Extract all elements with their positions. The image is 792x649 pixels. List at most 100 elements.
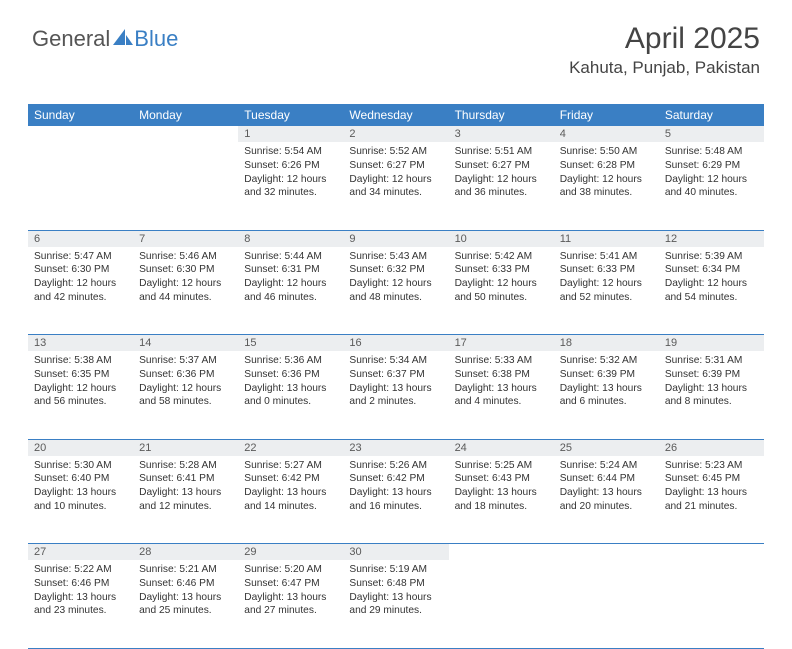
day-number-cell: 11 <box>554 230 659 247</box>
day-day2-line: and 23 minutes. <box>34 604 127 618</box>
day-cell: Sunrise: 5:38 AMSunset: 6:35 PMDaylight:… <box>28 351 133 439</box>
day-day2-line: and 10 minutes. <box>34 500 127 514</box>
day-day1-line: Daylight: 12 hours <box>665 277 758 291</box>
day-day2-line: and 50 minutes. <box>455 291 548 305</box>
logo: General Blue <box>32 26 178 52</box>
day-day2-line: and 0 minutes. <box>244 395 337 409</box>
day-day1-line: Daylight: 12 hours <box>455 173 548 187</box>
day-sunset-line: Sunset: 6:44 PM <box>560 472 653 486</box>
day-cell-body: Sunrise: 5:24 AMSunset: 6:44 PMDaylight:… <box>554 456 659 526</box>
day-cell: Sunrise: 5:27 AMSunset: 6:42 PMDaylight:… <box>238 456 343 544</box>
month-title: April 2025 <box>569 22 760 56</box>
day-sunrise-line: Sunrise: 5:30 AM <box>34 459 127 473</box>
day-cell: Sunrise: 5:39 AMSunset: 6:34 PMDaylight:… <box>659 247 764 335</box>
day-cell: Sunrise: 5:25 AMSunset: 6:43 PMDaylight:… <box>449 456 554 544</box>
day-number: 5 <box>665 128 671 140</box>
day-day2-line: and 40 minutes. <box>665 186 758 200</box>
day-day2-line: and 21 minutes. <box>665 500 758 514</box>
day-cell-body: Sunrise: 5:37 AMSunset: 6:36 PMDaylight:… <box>133 351 238 421</box>
day-number: 10 <box>455 233 467 245</box>
day-content-row: Sunrise: 5:38 AMSunset: 6:35 PMDaylight:… <box>28 351 764 439</box>
day-number-cell <box>28 126 133 142</box>
day-number: 8 <box>244 233 250 245</box>
day-cell-body: Sunrise: 5:30 AMSunset: 6:40 PMDaylight:… <box>28 456 133 526</box>
weekday-header: Saturday <box>659 104 764 126</box>
weekday-header: Wednesday <box>343 104 448 126</box>
day-sunrise-line: Sunrise: 5:31 AM <box>665 354 758 368</box>
day-number: 17 <box>455 337 467 349</box>
day-number-row: 27282930 <box>28 544 764 561</box>
day-sunrise-line: Sunrise: 5:54 AM <box>244 145 337 159</box>
day-number-cell: 4 <box>554 126 659 142</box>
day-sunrise-line: Sunrise: 5:33 AM <box>455 354 548 368</box>
day-day2-line: and 20 minutes. <box>560 500 653 514</box>
day-sunset-line: Sunset: 6:39 PM <box>560 368 653 382</box>
day-cell-body: Sunrise: 5:22 AMSunset: 6:46 PMDaylight:… <box>28 560 133 630</box>
day-sunrise-line: Sunrise: 5:20 AM <box>244 563 337 577</box>
day-number-cell: 3 <box>449 126 554 142</box>
day-sunrise-line: Sunrise: 5:28 AM <box>139 459 232 473</box>
day-number: 13 <box>34 337 46 349</box>
day-cell: Sunrise: 5:24 AMSunset: 6:44 PMDaylight:… <box>554 456 659 544</box>
day-cell-body: Sunrise: 5:33 AMSunset: 6:38 PMDaylight:… <box>449 351 554 421</box>
day-content-row: Sunrise: 5:47 AMSunset: 6:30 PMDaylight:… <box>28 247 764 335</box>
day-cell-body: Sunrise: 5:50 AMSunset: 6:28 PMDaylight:… <box>554 142 659 212</box>
day-number-cell: 13 <box>28 335 133 352</box>
day-day1-line: Daylight: 12 hours <box>34 382 127 396</box>
day-number: 11 <box>560 233 571 245</box>
day-number-cell: 2 <box>343 126 448 142</box>
day-number: 25 <box>560 442 572 454</box>
day-sunrise-line: Sunrise: 5:37 AM <box>139 354 232 368</box>
day-sunset-line: Sunset: 6:33 PM <box>560 263 653 277</box>
day-day1-line: Daylight: 13 hours <box>139 591 232 605</box>
day-number: 12 <box>665 233 677 245</box>
day-number-cell: 1 <box>238 126 343 142</box>
day-cell-body: Sunrise: 5:48 AMSunset: 6:29 PMDaylight:… <box>659 142 764 212</box>
day-cell-body: Sunrise: 5:21 AMSunset: 6:46 PMDaylight:… <box>133 560 238 630</box>
day-sunrise-line: Sunrise: 5:19 AM <box>349 563 442 577</box>
day-sunset-line: Sunset: 6:28 PM <box>560 159 653 173</box>
location: Kahuta, Punjab, Pakistan <box>569 58 760 78</box>
day-day2-line: and 36 minutes. <box>455 186 548 200</box>
day-number-row: 6789101112 <box>28 230 764 247</box>
day-day2-line: and 42 minutes. <box>34 291 127 305</box>
day-cell-body: Sunrise: 5:51 AMSunset: 6:27 PMDaylight:… <box>449 142 554 212</box>
day-cell: Sunrise: 5:47 AMSunset: 6:30 PMDaylight:… <box>28 247 133 335</box>
day-day1-line: Daylight: 12 hours <box>244 277 337 291</box>
day-number-cell: 27 <box>28 544 133 561</box>
day-number-cell: 18 <box>554 335 659 352</box>
day-day2-line: and 38 minutes. <box>560 186 653 200</box>
day-day2-line: and 12 minutes. <box>139 500 232 514</box>
day-cell: Sunrise: 5:28 AMSunset: 6:41 PMDaylight:… <box>133 456 238 544</box>
day-number: 22 <box>244 442 256 454</box>
day-cell-body <box>659 560 764 630</box>
day-day1-line: Daylight: 13 hours <box>244 382 337 396</box>
day-cell-body <box>449 560 554 630</box>
day-sunset-line: Sunset: 6:46 PM <box>34 577 127 591</box>
day-number-cell: 8 <box>238 230 343 247</box>
day-cell: Sunrise: 5:50 AMSunset: 6:28 PMDaylight:… <box>554 142 659 230</box>
day-day1-line: Daylight: 13 hours <box>560 382 653 396</box>
day-cell: Sunrise: 5:52 AMSunset: 6:27 PMDaylight:… <box>343 142 448 230</box>
day-sunrise-line: Sunrise: 5:51 AM <box>455 145 548 159</box>
day-cell: Sunrise: 5:46 AMSunset: 6:30 PMDaylight:… <box>133 247 238 335</box>
day-content-row: Sunrise: 5:54 AMSunset: 6:26 PM Daylight:… <box>28 142 764 230</box>
day-day2-line: and 44 minutes. <box>139 291 232 305</box>
day-sunrise-line: Sunrise: 5:21 AM <box>139 563 232 577</box>
day-sunrise-line: Sunrise: 5:32 AM <box>560 354 653 368</box>
day-number-cell: 12 <box>659 230 764 247</box>
day-cell-body: Sunrise: 5:39 AMSunset: 6:34 PMDaylight:… <box>659 247 764 317</box>
weekday-header: Sunday <box>28 104 133 126</box>
day-sunrise-line: Sunrise: 5:39 AM <box>665 250 758 264</box>
day-sunrise-line: Sunrise: 5:24 AM <box>560 459 653 473</box>
day-sunrise-line: Sunrise: 5:52 AM <box>349 145 442 159</box>
day-number: 9 <box>349 233 355 245</box>
day-cell <box>449 560 554 648</box>
day-day1-line: Daylight: 13 hours <box>349 591 442 605</box>
day-sunset-line: Sunset: 6:26 PM <box>244 159 337 173</box>
day-sunset-line: Sunset: 6:48 PM <box>349 577 442 591</box>
day-day1-line: Daylight: 12 hours <box>349 277 442 291</box>
day-day2-line: and 56 minutes. <box>34 395 127 409</box>
day-number-cell: 7 <box>133 230 238 247</box>
day-sunrise-line: Sunrise: 5:43 AM <box>349 250 442 264</box>
